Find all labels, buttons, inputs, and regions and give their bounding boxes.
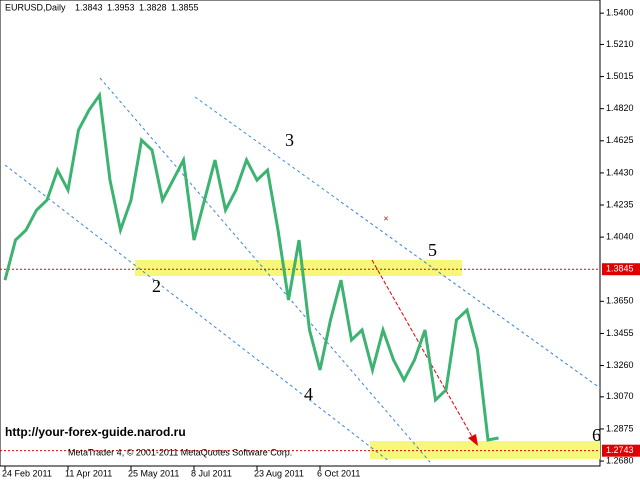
y-tick-label: 1.4625	[606, 135, 634, 145]
ohlc-value: 1.3843	[75, 2, 103, 12]
x-tick-label: 23 Aug 2011	[254, 468, 304, 478]
annotation: 5	[428, 240, 437, 260]
y-tick-label: 1.2875	[606, 423, 634, 433]
zone	[370, 441, 600, 459]
y-tick-label: 1.5210	[606, 39, 634, 49]
annotation: 2	[152, 276, 161, 296]
y-tick-label: 1.4820	[606, 103, 634, 113]
zone	[135, 260, 462, 276]
y-tick-label: 1.3455	[606, 328, 634, 338]
level-box	[602, 263, 640, 276]
y-tick-label: 1.5015	[606, 71, 634, 81]
annotation: MetaTrader 4, © 2001-2011 MetaQuotes Sof…	[68, 447, 292, 457]
plot-frame	[0, 0, 601, 467]
x-tick-label: 11 Apr 2011	[65, 468, 112, 478]
chart-title: EURUSD,Daily	[5, 2, 66, 12]
level-label: 1.2743	[606, 445, 634, 455]
y-tick-label: 1.3260	[606, 360, 634, 370]
ohlc-value: 1.3828	[139, 2, 167, 12]
y-tick-label: 1.2680	[606, 455, 634, 465]
arrow-head	[468, 434, 478, 446]
y-tick-label: 1.5400	[606, 8, 634, 18]
annotation: 3	[285, 130, 294, 150]
y-tick-label: 1.4430	[606, 167, 634, 177]
level-label: 1.3845	[606, 264, 634, 274]
channel	[4, 77, 601, 463]
x-tick-label: 24 Feb 2011	[2, 468, 52, 478]
annotation: 6	[592, 425, 601, 445]
ohlc-value: 1.3855	[171, 2, 199, 12]
y-tick-label: 1.4040	[606, 231, 634, 241]
arrow	[371, 259, 475, 441]
x-tick-label: 8 Jul 2011	[191, 468, 232, 478]
y-tick-label: 1.4235	[606, 199, 634, 209]
annotation: http://your-forex-guide.narod.ru	[5, 425, 186, 439]
x-tick-label: 25 May 2011	[128, 468, 179, 478]
price-line	[3, 91, 499, 442]
marker: ×	[383, 213, 388, 223]
ohlc-value: 1.3953	[107, 2, 135, 12]
y-tick-label: 1.3650	[606, 296, 634, 306]
x-tick-label: 6 Oct 2011	[317, 468, 360, 478]
annotation: 4	[304, 384, 313, 404]
level-box	[602, 444, 640, 457]
y-tick-label: 1.3070	[606, 391, 634, 401]
